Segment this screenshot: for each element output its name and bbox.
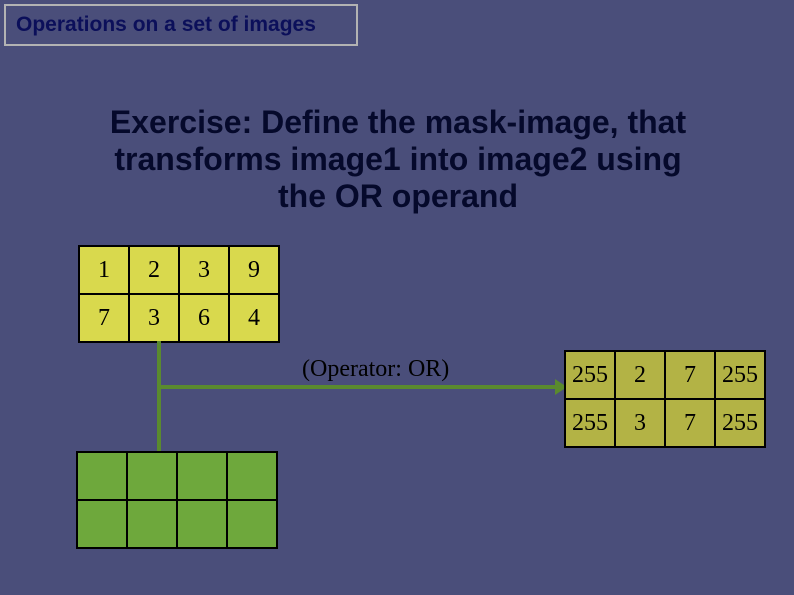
image2-table: 255 2 7 255 255 3 7 255 bbox=[564, 350, 766, 448]
table-row: 7 3 6 4 bbox=[79, 294, 279, 342]
exercise-line-3: the OR operand bbox=[92, 178, 704, 215]
exercise-line-1: Exercise: Define the mask-image, that bbox=[92, 104, 704, 141]
cell: 7 bbox=[665, 351, 715, 399]
table-row: 1 2 3 9 bbox=[79, 246, 279, 294]
page-title: Operations on a set of images bbox=[16, 13, 316, 37]
cell: 7 bbox=[79, 294, 129, 342]
image1-table: 1 2 3 9 7 3 6 4 bbox=[78, 245, 280, 343]
cell bbox=[227, 500, 277, 548]
cell: 4 bbox=[229, 294, 279, 342]
cell: 3 bbox=[179, 246, 229, 294]
cell bbox=[127, 452, 177, 500]
cell: 7 bbox=[665, 399, 715, 447]
exercise-text: Exercise: Define the mask-image, that tr… bbox=[92, 104, 704, 214]
cell: 255 bbox=[565, 399, 615, 447]
cell: 3 bbox=[615, 399, 665, 447]
table-row bbox=[77, 452, 277, 500]
table-row bbox=[77, 500, 277, 548]
cell: 1 bbox=[79, 246, 129, 294]
cell: 9 bbox=[229, 246, 279, 294]
table-row: 255 2 7 255 bbox=[565, 351, 765, 399]
table-row: 255 3 7 255 bbox=[565, 399, 765, 447]
cell: 255 bbox=[565, 351, 615, 399]
cell bbox=[227, 452, 277, 500]
exercise-line-2: transforms image1 into image2 using bbox=[92, 141, 704, 178]
cell: 6 bbox=[179, 294, 229, 342]
cell: 2 bbox=[129, 246, 179, 294]
cell bbox=[177, 500, 227, 548]
title-box: Operations on a set of images bbox=[4, 4, 358, 46]
cell: 2 bbox=[615, 351, 665, 399]
cell: 255 bbox=[715, 399, 765, 447]
mask-table bbox=[76, 451, 278, 549]
cell: 3 bbox=[129, 294, 179, 342]
cell bbox=[77, 452, 127, 500]
operator-label: (Operator: OR) bbox=[302, 356, 449, 383]
cell bbox=[177, 452, 227, 500]
cell: 255 bbox=[715, 351, 765, 399]
cell bbox=[127, 500, 177, 548]
connector-horizontal bbox=[157, 385, 561, 389]
cell bbox=[77, 500, 127, 548]
